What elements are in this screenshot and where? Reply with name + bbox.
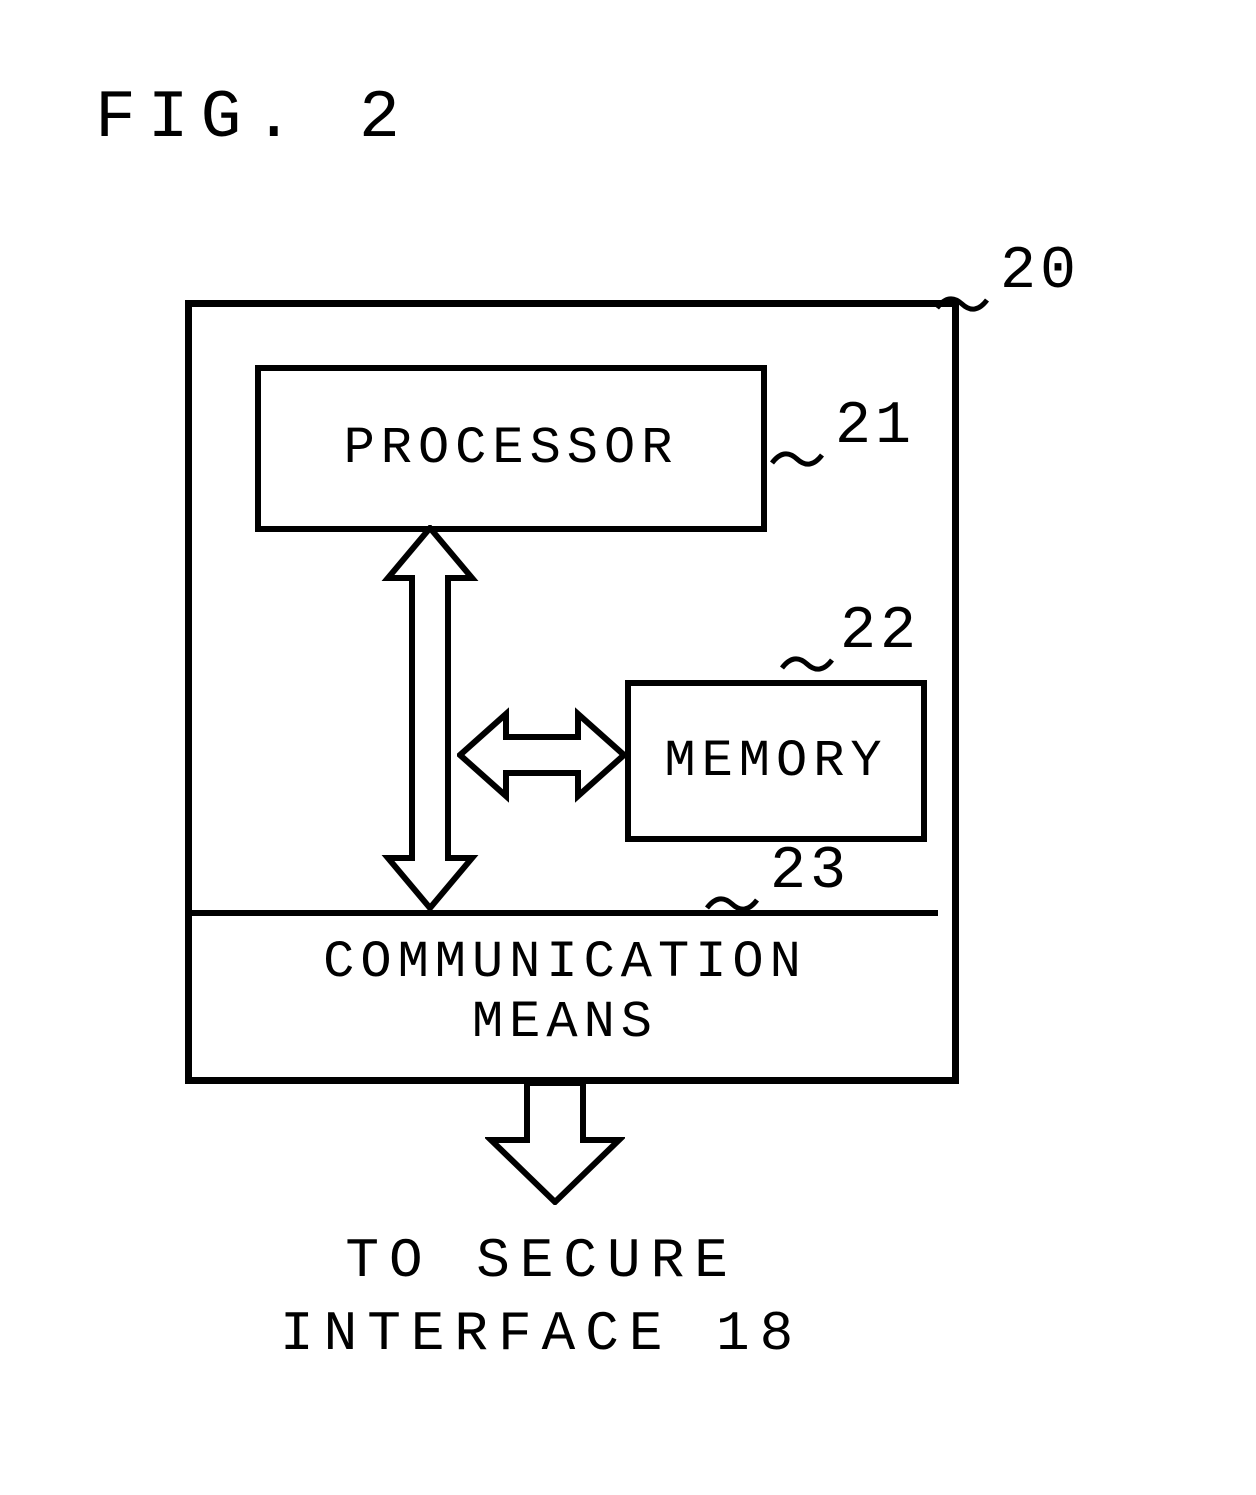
ref-tilde-20 — [935, 288, 990, 318]
communication-label: COMMUNICATION MEANS — [323, 933, 807, 1053]
figure-label: FIG. 2 — [95, 80, 412, 157]
ref-label-23: 23 — [770, 838, 850, 906]
memory-box: MEMORY — [625, 680, 927, 842]
memory-label: MEMORY — [664, 732, 887, 791]
processor-label: PROCESSOR — [344, 419, 679, 478]
down-arrow — [485, 1080, 625, 1205]
horizontal-double-arrow — [457, 707, 627, 803]
ref-tilde-22 — [780, 648, 835, 678]
diagram-canvas: FIG. 2 20 PROCESSOR 21 MEMORY 22 COMMUNI… — [0, 0, 1256, 1495]
ref-tilde-21 — [770, 443, 825, 473]
bottom-caption: TO SECURE INTERFACE 18 — [280, 1225, 803, 1371]
processor-box: PROCESSOR — [255, 365, 767, 532]
ref-label-21: 21 — [835, 393, 915, 461]
ref-label-20: 20 — [1000, 238, 1080, 306]
communication-box: COMMUNICATION MEANS — [192, 910, 938, 1069]
ref-tilde-23 — [705, 888, 760, 918]
ref-label-22: 22 — [840, 598, 920, 666]
